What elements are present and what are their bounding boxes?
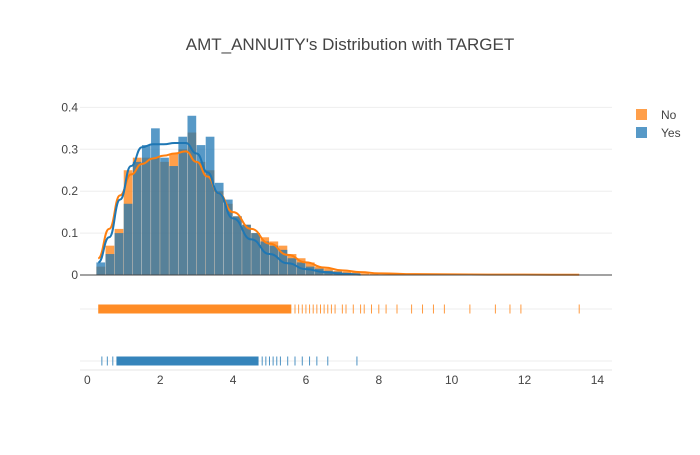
rug-yes-dense-band [116, 356, 259, 366]
kde-layer [97, 141, 580, 276]
histogram-bar-yes [132, 161, 142, 275]
legend[interactable]: No Yes [636, 108, 681, 140]
histogram-bar-yes [178, 136, 188, 275]
legend-label-yes: Yes [661, 126, 681, 140]
legend-label-no: No [661, 108, 677, 122]
histogram-bar-yes [151, 128, 160, 275]
histogram-bar-yes [269, 245, 279, 275]
histogram-bar-yes [287, 258, 297, 275]
axis-layer: 0 0.1 0.2 0.3 0.4 0 2 4 6 8 10 12 14 [61, 100, 612, 387]
histogram-bar-yes [105, 254, 115, 275]
histogram-bar-yes [160, 157, 169, 275]
y-tick-label: 0.2 [61, 184, 78, 198]
kde-curve-no [97, 150, 580, 276]
x-tick-label: 8 [375, 373, 382, 387]
histogram-bar-yes [141, 145, 151, 275]
histogram-bar-yes [251, 233, 260, 275]
histogram-bar-yes [96, 262, 106, 275]
y-tick-label: 0.1 [61, 226, 78, 240]
x-tick-label: 10 [445, 373, 459, 387]
histogram-bar-yes [223, 199, 233, 275]
x-tick-label: 4 [230, 373, 237, 387]
x-tick-label: 12 [518, 373, 532, 387]
x-tick-label: 2 [157, 373, 164, 387]
histogram-bar-yes [187, 115, 197, 275]
histogram-bar-yes [123, 203, 133, 275]
x-tick-label: 6 [303, 373, 310, 387]
histogram-bar-yes [233, 216, 242, 275]
histogram-bar-yes [205, 136, 215, 275]
histogram-bar-yes [196, 145, 206, 275]
histogram-bar-no [360, 273, 370, 275]
x-tick-label: 0 [84, 373, 91, 387]
rug-no-dense-band [98, 304, 292, 314]
histogram-bar-yes [114, 233, 124, 275]
y-tick-label: 0.4 [61, 100, 78, 114]
legend-item-yes[interactable]: Yes [636, 126, 681, 140]
legend-swatch-no [636, 109, 647, 120]
rug-layer [98, 304, 580, 366]
legend-swatch-yes [636, 127, 647, 138]
grid-layer [80, 106, 612, 371]
legend-item-no[interactable]: No [636, 108, 677, 122]
histogram-bar-yes [242, 224, 251, 275]
kde-curve-yes [97, 141, 361, 276]
histogram-bar-yes [260, 241, 270, 275]
y-tick-label: 0.3 [61, 142, 78, 156]
histogram-bar-no [369, 273, 379, 275]
histogram-layer [96, 115, 379, 275]
histogram-bar-yes [169, 166, 178, 275]
y-tick-label: 0 [71, 268, 78, 282]
histogram-bar-yes [305, 266, 315, 275]
histogram-bar-yes [214, 182, 224, 275]
x-tick-label: 14 [591, 373, 605, 387]
chart-title: AMT_ANNUITY's Distribution with TARGET [186, 35, 515, 54]
